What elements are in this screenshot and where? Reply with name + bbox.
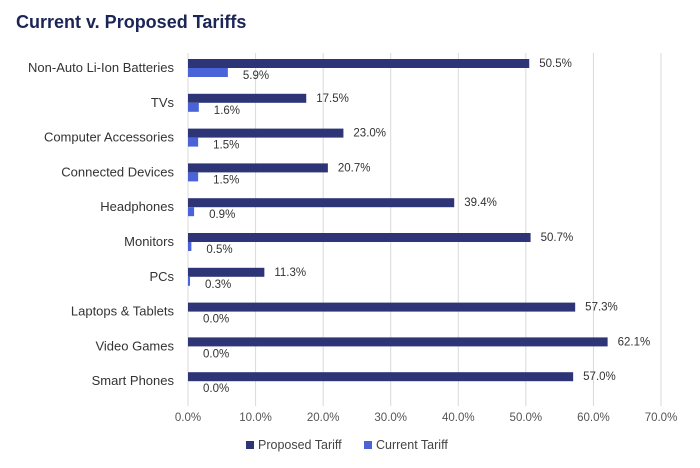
x-tick-label: 10.0% bbox=[239, 412, 272, 424]
x-tick-label: 20.0% bbox=[307, 412, 340, 424]
current-tariff-value-label: 0.0% bbox=[203, 314, 229, 326]
legend-label-proposed: Proposed Tariff bbox=[258, 438, 342, 452]
x-tick-label: 50.0% bbox=[510, 412, 543, 424]
x-tick-label: 40.0% bbox=[442, 412, 475, 424]
current-tariff-bar bbox=[188, 172, 199, 182]
category-label: Monitors bbox=[124, 234, 174, 249]
category-label: Laptops & Tablets bbox=[71, 304, 175, 319]
current-tariff-bar bbox=[188, 137, 199, 147]
proposed-tariff-value-label: 50.7% bbox=[541, 232, 574, 244]
proposed-tariff-bar bbox=[188, 59, 530, 68]
current-tariff-bar bbox=[188, 207, 195, 217]
category-label: Video Games bbox=[95, 338, 174, 353]
proposed-tariff-bar bbox=[188, 128, 344, 138]
x-tick-label: 60.0% bbox=[577, 412, 610, 424]
x-tick-label: 0.0% bbox=[175, 412, 201, 424]
proposed-tariff-bar bbox=[188, 93, 307, 103]
category-label: Headphones bbox=[100, 199, 174, 214]
proposed-tariff-bar bbox=[188, 198, 455, 208]
proposed-tariff-value-label: 11.3% bbox=[274, 267, 306, 279]
proposed-tariff-bar bbox=[188, 233, 531, 242]
category-label: Smart Phones bbox=[92, 373, 175, 388]
legend-swatch-proposed bbox=[246, 441, 254, 449]
current-tariff-value-label: 5.9% bbox=[243, 70, 269, 82]
proposed-tariff-value-label: 50.5% bbox=[539, 58, 572, 70]
proposed-tariff-value-label: 57.0% bbox=[583, 371, 616, 383]
legend-label-current: Current Tariff bbox=[376, 438, 448, 452]
proposed-tariff-value-label: 39.4% bbox=[464, 197, 497, 209]
current-tariff-value-label: 1.5% bbox=[213, 174, 239, 186]
proposed-tariff-value-label: 57.3% bbox=[585, 302, 618, 314]
current-tariff-value-label: 1.5% bbox=[213, 140, 239, 152]
current-tariff-value-label: 0.3% bbox=[205, 279, 231, 291]
proposed-tariff-bar bbox=[188, 372, 574, 382]
proposed-tariff-bar bbox=[188, 337, 608, 347]
category-label: TVs bbox=[151, 95, 175, 110]
proposed-tariff-value-label: 17.5% bbox=[316, 93, 349, 105]
current-tariff-value-label: 0.9% bbox=[209, 209, 235, 221]
proposed-tariff-value-label: 20.7% bbox=[338, 162, 371, 174]
x-tick-label: 30.0% bbox=[374, 412, 407, 424]
chart-title: Current v. Proposed Tariffs bbox=[16, 12, 247, 32]
current-tariff-bar bbox=[188, 242, 192, 251]
current-tariff-value-label: 0.0% bbox=[203, 383, 229, 395]
proposed-tariff-value-label: 23.0% bbox=[353, 128, 386, 140]
legend-swatch-current bbox=[364, 441, 372, 449]
category-label: PCs bbox=[149, 269, 174, 284]
category-label: Non-Auto Li-Ion Batteries bbox=[28, 60, 174, 75]
proposed-tariff-bar bbox=[188, 163, 328, 173]
current-tariff-bar bbox=[188, 68, 228, 77]
category-label: Computer Accessories bbox=[44, 130, 175, 145]
proposed-tariff-bar bbox=[188, 267, 265, 277]
current-tariff-bar bbox=[188, 102, 199, 112]
category-label: Connected Devices bbox=[61, 164, 174, 179]
proposed-tariff-value-label: 62.1% bbox=[618, 336, 651, 348]
current-tariff-value-label: 0.0% bbox=[203, 348, 229, 360]
current-tariff-value-label: 0.5% bbox=[206, 244, 232, 256]
current-tariff-bar bbox=[188, 276, 191, 286]
current-tariff-value-label: 1.6% bbox=[214, 105, 240, 117]
x-tick-label: 70.0% bbox=[645, 412, 678, 424]
proposed-tariff-bar bbox=[188, 302, 576, 312]
